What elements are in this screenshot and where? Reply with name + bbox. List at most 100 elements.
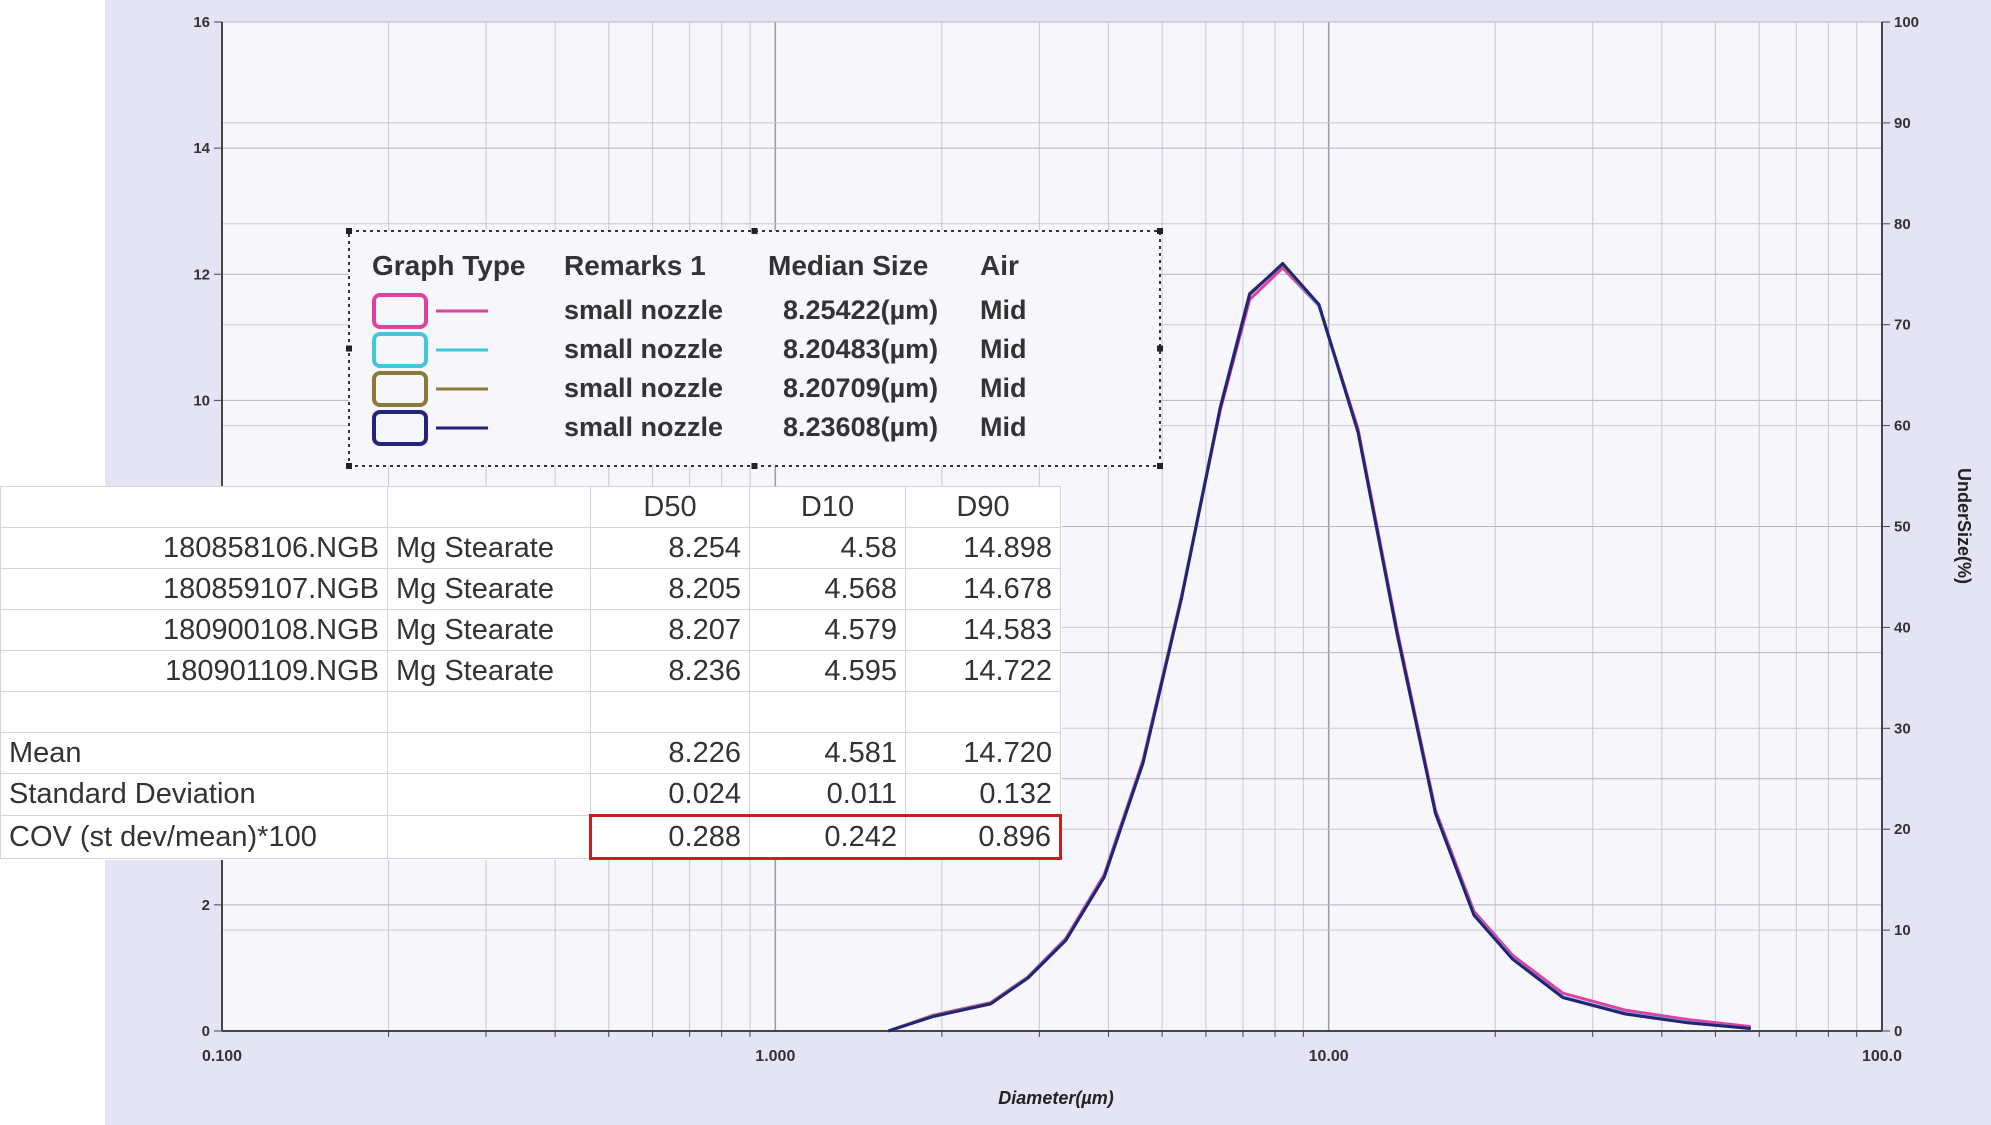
table-cell: 4.568 xyxy=(749,568,906,610)
table-cell: 8.254 xyxy=(590,527,750,569)
legend-handle xyxy=(346,463,352,469)
y2-tick-label: 60 xyxy=(1894,418,1911,435)
table-row: 180900108.NGB Mg Stearate 8.207 4.579 14.583 xyxy=(0,609,1061,651)
legend-air: Mid xyxy=(980,373,1027,403)
table-cell: 8.236 xyxy=(590,650,750,692)
legend-swatch xyxy=(372,332,428,368)
y2-tick-label: 50 xyxy=(1894,519,1911,536)
table-cell: Mg Stearate xyxy=(387,650,591,692)
table-row: COV (st dev/mean)*100 0.288 0.242 0.896 xyxy=(0,814,1062,860)
table-row: D50 D10 D90 xyxy=(0,486,1061,528)
table-cell: 0.288 xyxy=(589,814,750,860)
table-cell xyxy=(905,691,1061,733)
legend-remark: small nozzle xyxy=(564,334,723,364)
table-cell: 0.011 xyxy=(749,773,906,816)
table-row xyxy=(0,691,1061,733)
table-cell: Mg Stearate xyxy=(387,568,591,610)
y2-tick-label: 70 xyxy=(1894,317,1911,334)
y2-tick-label: 0 xyxy=(1894,1023,1902,1040)
legend-header: Median Size xyxy=(768,250,928,281)
y2-tick-label: 90 xyxy=(1894,115,1911,132)
table-row: 180901109.NGB Mg Stearate 8.236 4.595 14.722 xyxy=(0,650,1061,692)
table-cell: 0.242 xyxy=(749,814,906,860)
table-row: Mean 8.226 4.581 14.720 xyxy=(0,732,1061,774)
y2-tick-label: 100 xyxy=(1894,14,1919,31)
series-line xyxy=(887,262,1751,1033)
table-cell: 0.024 xyxy=(590,773,750,816)
table-cell xyxy=(387,486,591,528)
stats-table: D50 D10 D90 180858106.NGB Mg Stearate 8.254 4.… xyxy=(0,486,1062,860)
table-cell: 14.722 xyxy=(905,650,1061,692)
x-tick-label: 100.0 xyxy=(1862,1048,1902,1065)
table-row: 180859107.NGB Mg Stearate 8.205 4.568 14.678 xyxy=(0,568,1061,610)
y2-tick-label: 80 xyxy=(1894,216,1911,233)
legend-median: 8.25422(µm) xyxy=(783,295,938,325)
table-cell: COV (st dev/mean)*100 xyxy=(0,815,388,859)
legend-swatch xyxy=(372,293,428,329)
legend-handle xyxy=(1157,463,1163,469)
legend-median: 8.23608(µm) xyxy=(783,412,938,442)
table-cell: Standard Deviation xyxy=(0,773,388,816)
x-axis-label: Diameter(µm) xyxy=(998,1088,1113,1108)
table-cell: 0.896 xyxy=(905,814,1062,860)
table-cell xyxy=(749,691,906,733)
table-row: Standard Deviation 0.024 0.011 0.132 xyxy=(0,773,1061,816)
x-tick-label: 0.100 xyxy=(202,1048,242,1065)
y-tick-label: 16 xyxy=(193,14,210,31)
legend-swatch xyxy=(372,410,428,446)
table-cell: 14.678 xyxy=(905,568,1061,610)
table-cell xyxy=(387,691,591,733)
table-cell: 8.207 xyxy=(590,609,750,651)
legend-swatch xyxy=(372,371,428,407)
y2-tick-label: 10 xyxy=(1894,922,1911,939)
table-cell xyxy=(590,691,750,733)
legend-remark: small nozzle xyxy=(564,373,723,403)
legend-air: Mid xyxy=(980,295,1027,325)
table-cell: D10 xyxy=(749,486,906,528)
table-cell: 4.579 xyxy=(749,609,906,651)
legend-header: Graph Type xyxy=(372,250,526,281)
table-cell xyxy=(387,815,591,859)
legend-median: 8.20483(µm) xyxy=(783,334,938,364)
table-row: 180858106.NGB Mg Stearate 8.254 4.58 14.898 xyxy=(0,527,1061,569)
table-cell: 14.583 xyxy=(905,609,1061,651)
legend-handle xyxy=(751,228,758,234)
table-cell xyxy=(0,486,388,528)
legend-header: Air xyxy=(980,250,1019,281)
y2-tick-label: 40 xyxy=(1894,619,1911,636)
y-tick-label: 0 xyxy=(202,1023,210,1040)
table-cell: 14.898 xyxy=(905,527,1061,569)
table-cell: D50 xyxy=(590,486,750,528)
table-cell: 180859107.NGB xyxy=(0,568,388,610)
legend-median: 8.20709(µm) xyxy=(783,373,938,403)
table-cell: 180901109.NGB xyxy=(0,650,388,692)
table-cell: 8.226 xyxy=(590,732,750,774)
y-tick-label: 2 xyxy=(202,897,210,914)
table-cell xyxy=(387,732,591,774)
table-cell: Mg Stearate xyxy=(387,527,591,569)
legend-handle xyxy=(346,228,352,234)
table-cell xyxy=(0,691,388,733)
legend-remark: small nozzle xyxy=(564,295,723,325)
legend-remark: small nozzle xyxy=(564,412,723,442)
table-cell: 8.205 xyxy=(590,568,750,610)
table-cell: 4.581 xyxy=(749,732,906,774)
table-cell: 14.720 xyxy=(905,732,1061,774)
legend-handle xyxy=(751,463,758,469)
table-cell: 180900108.NGB xyxy=(0,609,388,651)
table-cell: 180858106.NGB xyxy=(0,527,388,569)
table-cell: Mean xyxy=(0,732,388,774)
table-cell: D90 xyxy=(905,486,1061,528)
legend-header: Remarks 1 xyxy=(564,250,706,281)
y2-tick-label: 30 xyxy=(1894,720,1911,737)
table-cell: Mg Stearate xyxy=(387,609,591,651)
legend-handle xyxy=(1157,345,1163,352)
y-tick-label: 12 xyxy=(193,266,210,283)
legend-handle xyxy=(1157,228,1163,234)
y2-axis-label: UnderSize(%) xyxy=(1954,468,1974,584)
table-cell: 0.132 xyxy=(905,773,1061,816)
table-cell: 4.58 xyxy=(749,527,906,569)
legend-air: Mid xyxy=(980,334,1027,364)
table-cell: 4.595 xyxy=(749,650,906,692)
